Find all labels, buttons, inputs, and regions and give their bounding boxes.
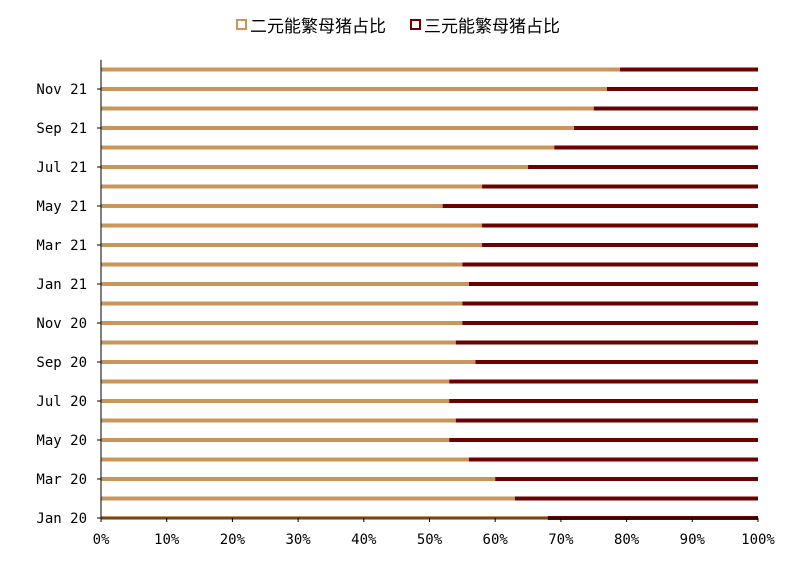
- legend-swatch-binary: [236, 19, 247, 30]
- bar-ternary-jul-21: [528, 165, 758, 169]
- bar-ternary-nov-21: [606, 87, 758, 91]
- chart-legend: 二元能繁母猪占比 三元能繁母猪占比: [236, 12, 560, 37]
- bar-ternary-feb-21: [462, 262, 758, 267]
- x-tick-label-2: 20%: [220, 532, 246, 548]
- bar-binary-mar-21: [101, 243, 483, 247]
- bar-binary-jun-21: [101, 184, 483, 189]
- bar-ternary-aug-20: [449, 379, 758, 384]
- y-tick-label-0: Jan 20: [36, 511, 87, 527]
- bar-binary-sep-20: [101, 360, 476, 364]
- y-tick-label-7: Mar 21: [36, 238, 87, 254]
- bar-ternary-jun-21: [482, 184, 758, 189]
- y-tick-label-10: Sep 21: [36, 121, 87, 137]
- bar-binary-may-20: [101, 438, 450, 442]
- x-tick-label-10: 100%: [741, 532, 775, 548]
- x-tick-label-3: 30%: [285, 532, 311, 548]
- bar-binary-jan-21: [101, 282, 469, 286]
- bar-binary-nov-21: [101, 87, 607, 91]
- bar-ternary-jan-21: [468, 282, 758, 286]
- bar-binary-dec-21: [101, 67, 621, 72]
- bar-ternary-dec-20: [462, 301, 758, 306]
- bar-binary-aug-21: [101, 145, 555, 150]
- bar-ternary-aug-21: [554, 145, 758, 150]
- bar-binary-apr-20: [101, 457, 469, 462]
- bar-binary-dec-20: [101, 301, 463, 306]
- y-tick-label-4: Sep 20: [36, 355, 87, 371]
- bar-ternary-oct-20: [455, 340, 758, 345]
- x-tick-label-5: 50%: [417, 532, 443, 548]
- bar-binary-may-21: [101, 204, 443, 208]
- legend-label-binary: 二元能繁母猪占比: [250, 17, 386, 37]
- legend-label-ternary: 三元能繁母猪占比: [424, 17, 560, 37]
- y-tick-label-8: May 21: [36, 199, 87, 215]
- legend-swatch-ternary: [410, 19, 421, 30]
- y-tick-label-11: Nov 21: [36, 82, 87, 98]
- bar-ternary-jun-20: [455, 418, 758, 423]
- x-tick-label-6: 60%: [483, 532, 509, 548]
- bar-binary-sep-21: [101, 126, 575, 130]
- x-tick-label-0: 0%: [93, 532, 110, 548]
- y-tick-label-9: Jul 21: [36, 160, 87, 176]
- y-tick-label-1: Mar 20: [36, 472, 87, 488]
- bar-ternary-mar-21: [482, 243, 758, 247]
- y-tick-label-5: Nov 20: [36, 316, 87, 332]
- y-tick-label-3: Jul 20: [36, 394, 87, 410]
- legend-item-ternary: 三元能繁母猪占比: [410, 12, 560, 37]
- bar-ternary-may-20: [449, 438, 758, 442]
- x-tick-label-4: 40%: [351, 532, 377, 548]
- bar-binary-nov-20: [101, 321, 463, 325]
- bar-ternary-jul-20: [449, 399, 758, 403]
- bar-ternary-apr-21: [482, 223, 758, 228]
- bar-binary-jul-21: [101, 165, 529, 169]
- x-tick-label-9: 90%: [680, 532, 706, 548]
- bar-binary-jun-20: [101, 418, 456, 423]
- x-tick-label-7: 70%: [548, 532, 574, 548]
- bar-binary-feb-21: [101, 262, 463, 267]
- bar-binary-feb-20: [101, 496, 515, 501]
- bar-ternary-sep-20: [475, 360, 758, 364]
- x-tick-label-1: 10%: [154, 532, 180, 548]
- legend-item-binary: 二元能繁母猪占比: [236, 12, 386, 37]
- bar-binary-apr-21: [101, 223, 483, 228]
- bar-binary-mar-20: [101, 477, 496, 481]
- bar-ternary-sep-21: [574, 126, 758, 130]
- y-tick-label-6: Jan 21: [36, 277, 87, 293]
- bar-ternary-dec-21: [620, 67, 758, 72]
- bar-binary-oct-20: [101, 340, 456, 345]
- bar-ternary-nov-20: [462, 321, 758, 325]
- bar-binary-oct-21: [101, 106, 594, 111]
- bar-ternary-feb-20: [514, 496, 758, 501]
- bar-binary-aug-20: [101, 379, 450, 384]
- bar-ternary-may-21: [442, 204, 758, 208]
- bar-binary-jul-20: [101, 399, 450, 403]
- y-tick-label-2: May 20: [36, 433, 87, 449]
- bar-ternary-mar-20: [495, 477, 758, 481]
- bar-ternary-oct-21: [593, 106, 758, 111]
- bar-ternary-apr-20: [468, 457, 758, 462]
- x-tick-label-8: 80%: [614, 532, 640, 548]
